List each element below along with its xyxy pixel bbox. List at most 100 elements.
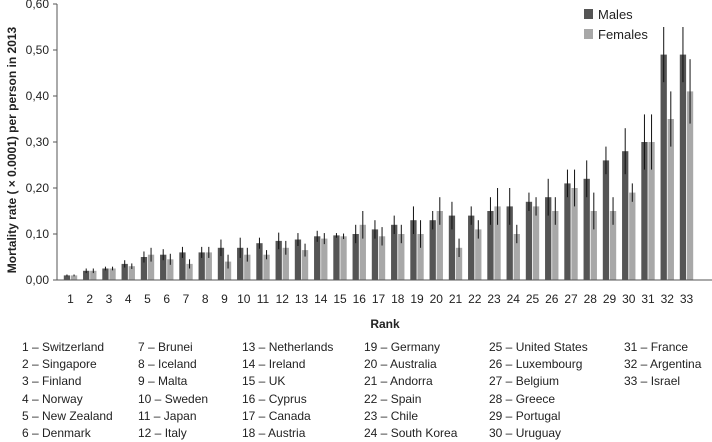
x-tick-label: 24: [507, 292, 521, 306]
bar-males-15: [333, 235, 340, 280]
x-tick-label: 30: [622, 292, 636, 306]
bar-males-9: [217, 247, 225, 280]
bar-males-17: [371, 229, 379, 280]
bar-males-5: [140, 257, 148, 280]
bar-females-3: [109, 268, 116, 280]
x-axis-title: Rank: [370, 317, 400, 331]
x-tick-label: 10: [237, 292, 251, 306]
x-tick-label: 7: [183, 292, 190, 306]
x-tick-label: 13: [295, 292, 309, 306]
bar-males-20: [429, 220, 436, 280]
x-tick-label: 33: [680, 292, 694, 306]
bar-females-25: [532, 206, 540, 280]
key-item-19: 19 – Germany: [364, 340, 441, 354]
bar-females-11: [263, 254, 270, 280]
legend-label-males: Males: [598, 7, 633, 22]
bar-females-8: [205, 252, 212, 280]
bar-females-18: [398, 234, 405, 280]
key-item-18: 18 – Austria: [242, 426, 306, 440]
x-tick-label: 11: [257, 292, 270, 306]
bar-males-16: [352, 234, 359, 280]
bar-males-22: [468, 215, 475, 280]
legend-swatch-females: [584, 29, 593, 39]
key-item-31: 31 – France: [624, 340, 689, 354]
x-tick-label: 32: [661, 292, 675, 306]
bar-females-15: [340, 236, 347, 280]
key-item-9: 9 – Malta: [138, 374, 188, 389]
bar-females-16: [359, 224, 366, 280]
bar-males-27: [564, 183, 571, 280]
y-tick-label: 0,40: [26, 89, 50, 103]
x-tick-label: 25: [526, 292, 540, 306]
bar-females-14: [321, 238, 328, 280]
x-axis: 1 2 3 4 5 6 7 8 9 10 11 12 13 14 15 16 17 18 19 20 21 22 23 24 2…: [57, 279, 712, 306]
x-tick-label: 9: [221, 292, 228, 306]
x-tick-label: 19: [410, 292, 424, 306]
bar-chart: 0,000,100,200,300,400,500,60 1 2 3 4 5 6 7 8 9 10…: [5, 0, 712, 331]
bar-males-4: [121, 263, 128, 280]
bar-males-1: [63, 275, 71, 280]
y-tick-label: 0,60: [26, 0, 50, 11]
key-item-12: 12 – Italy: [138, 426, 187, 440]
x-tick-label: 20: [430, 292, 444, 306]
bar-males-3: [102, 268, 109, 280]
key-item-27: 27 – Belgium: [489, 374, 560, 389]
bar-females-10: [244, 254, 251, 280]
bar-females-5: [147, 254, 155, 280]
bar-females-23: [494, 206, 501, 280]
bar-females-27: [571, 188, 578, 280]
key-item-13: 13 – Netherlands: [242, 340, 334, 354]
legend: Males Females: [584, 7, 648, 42]
x-tick-label: 28: [584, 292, 598, 306]
x-tick-label: 3: [106, 292, 113, 306]
bar-males-12: [275, 240, 282, 280]
x-tick-label: 1: [67, 292, 74, 306]
key-item-32: 32 – Argentina: [624, 357, 702, 372]
bar-females-13: [301, 250, 309, 280]
key-item-16: 16 – Cyprus: [242, 391, 307, 406]
y-tick-label: 0,00: [26, 273, 50, 287]
bar-males-30: [622, 151, 629, 280]
key-item-1: 1 – Switzerland: [22, 340, 105, 354]
key-item-8: 8 – Iceland: [138, 357, 197, 372]
bar-males-14: [314, 236, 321, 280]
bar-males-6: [160, 254, 167, 280]
y-tick-label: 0,30: [26, 135, 50, 149]
bar-males-23: [487, 211, 494, 280]
x-tick-label: 6: [163, 292, 170, 306]
bar-males-19: [410, 220, 417, 280]
bars: [63, 27, 694, 281]
key-item-4: 4 – Norway: [22, 391, 83, 406]
key-item-15: 15 – UK: [242, 374, 286, 389]
bar-males-32: [660, 54, 667, 280]
bar-females-17: [378, 236, 386, 280]
bar-females-22: [475, 229, 482, 280]
legend-label-females: Females: [598, 27, 648, 42]
bar-males-26: [545, 197, 552, 280]
y-tick-label: 0,20: [26, 181, 50, 195]
x-tick-label: 29: [603, 292, 617, 306]
bar-females-32: [667, 119, 674, 280]
bar-females-28: [590, 211, 597, 280]
x-tick-label: 21: [449, 292, 463, 306]
bar-males-7: [179, 252, 186, 280]
x-tick-label: 17: [372, 292, 386, 306]
y-tick-label: 0,50: [26, 43, 50, 57]
legend-swatch-males: [584, 9, 593, 19]
key-item-11: 11 – Japan: [138, 408, 197, 423]
x-tick-label: 14: [314, 292, 328, 306]
bar-females-29: [609, 211, 617, 280]
country-key-table: 1 – Switzerland 2 – Singapore 3 – Finland 4…: [0, 338, 712, 441]
bar-males-24: [506, 206, 513, 280]
y-axis-title: Mortality rate ( × 0.0001) per person in…: [5, 26, 19, 273]
key-item-23: 23 – Chile: [364, 408, 419, 423]
x-tick-label: 27: [564, 292, 578, 306]
bar-females-12: [282, 247, 289, 280]
bar-females-9: [224, 261, 232, 280]
x-tick-label: 2: [86, 292, 93, 306]
bar-females-19: [417, 234, 424, 280]
bar-males-28: [583, 178, 590, 280]
y-tick-label: 0,10: [26, 227, 50, 241]
bar-females-21: [455, 247, 463, 280]
bar-males-25: [525, 201, 533, 280]
